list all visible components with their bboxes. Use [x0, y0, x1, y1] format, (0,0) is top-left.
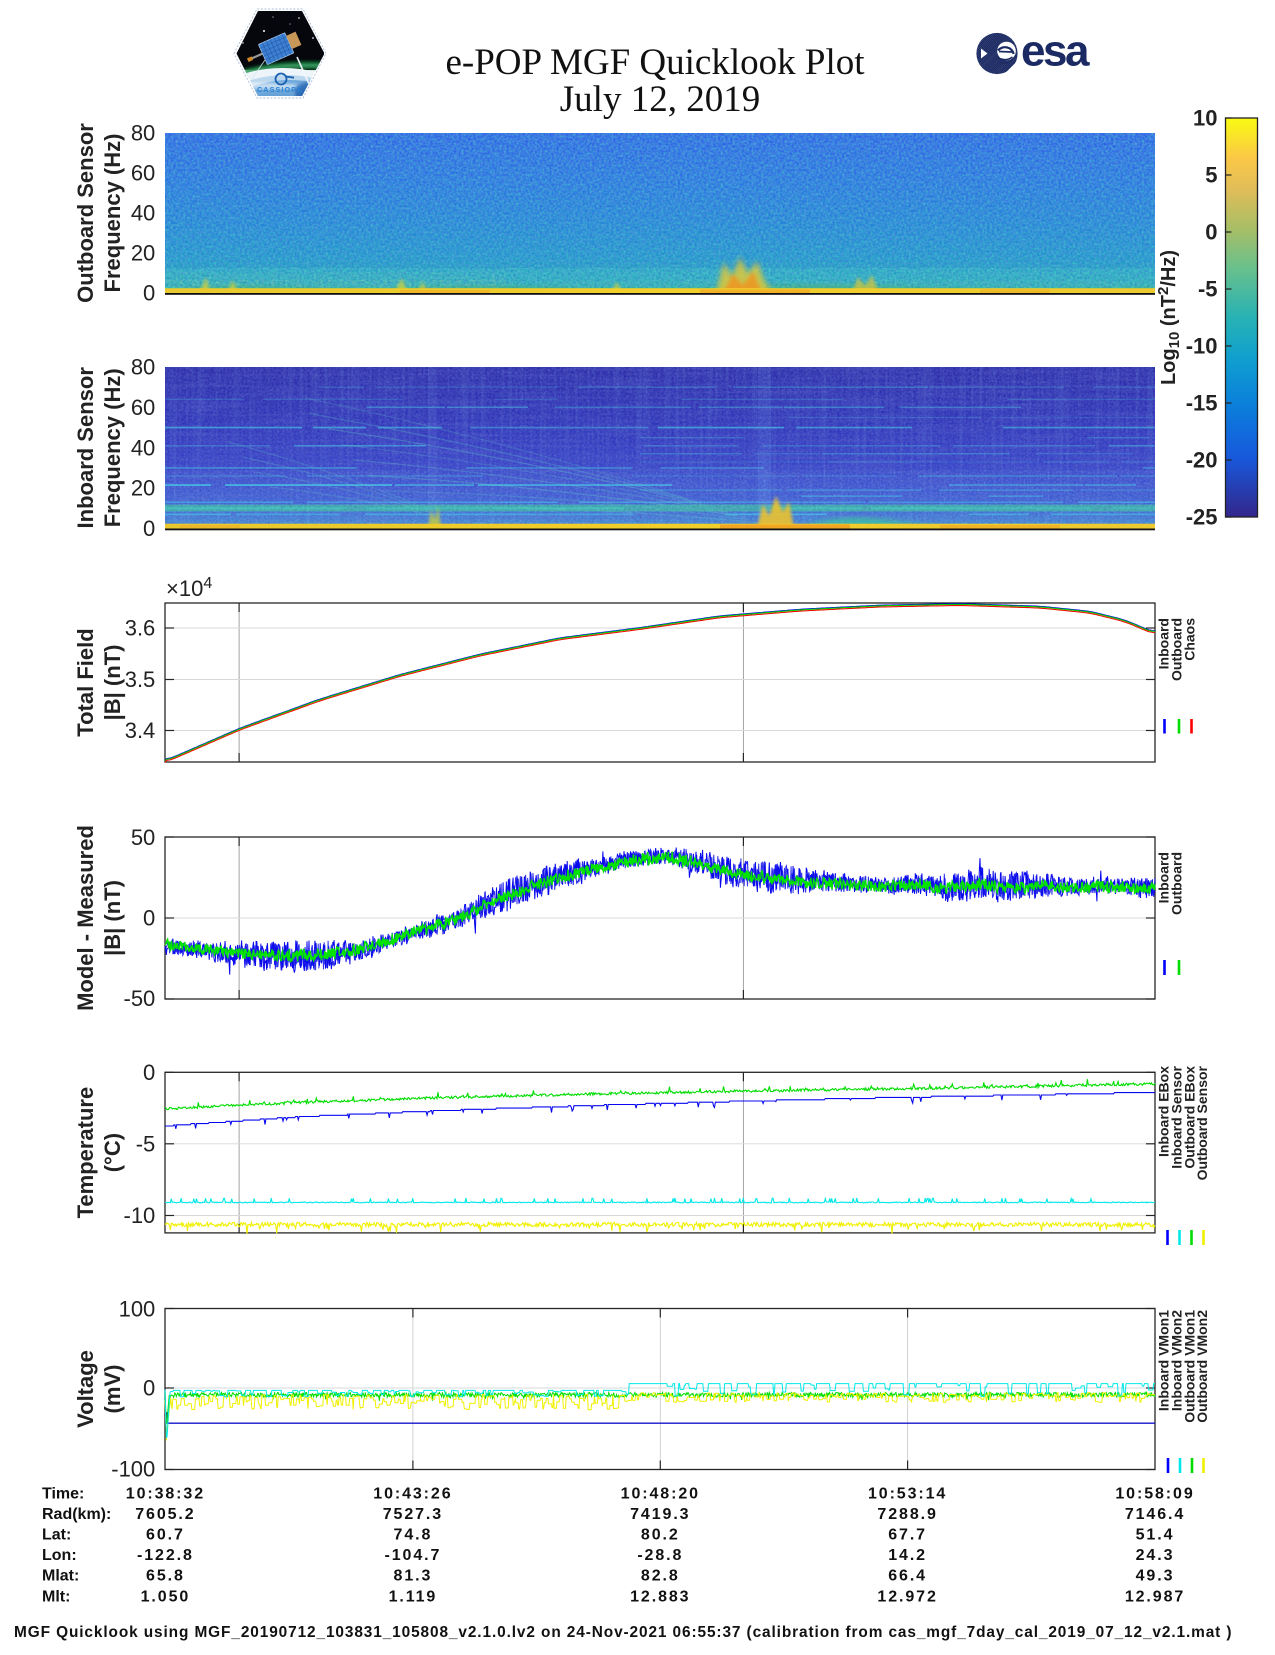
svg-text:-10: -10 — [124, 1203, 156, 1228]
svg-text:Outboard Sensor: Outboard Sensor — [1194, 1065, 1210, 1180]
svg-text:10:43:26: 10:43:26 — [373, 1485, 452, 1502]
svg-text:Frequency (Hz): Frequency (Hz) — [100, 368, 125, 527]
svg-text:3.5: 3.5 — [125, 667, 156, 692]
svg-text:Outboard VMon2: Outboard VMon2 — [1194, 1310, 1210, 1423]
svg-text:12.883: 12.883 — [630, 1588, 690, 1605]
svg-text:5: 5 — [1205, 163, 1217, 188]
svg-text:40: 40 — [131, 201, 155, 226]
svg-text:Inboard Sensor: Inboard Sensor — [1168, 1065, 1184, 1168]
svg-text:7146.4: 7146.4 — [1125, 1506, 1185, 1523]
svg-text:e-POP MGF Quicklook Plot: e-POP MGF Quicklook Plot — [445, 42, 865, 83]
svg-text:-28.8: -28.8 — [637, 1547, 683, 1564]
svg-text:-50: -50 — [124, 986, 156, 1011]
svg-text:10:48:20: 10:48:20 — [621, 1485, 700, 1502]
svg-text:-5: -5 — [1198, 277, 1218, 302]
svg-text:Temperature: Temperature — [73, 1087, 98, 1219]
svg-text:60: 60 — [131, 161, 155, 186]
svg-text:Frequency (Hz): Frequency (Hz) — [100, 134, 125, 293]
svg-text:80: 80 — [131, 121, 155, 146]
svg-text:Inboard VMon2: Inboard VMon2 — [1168, 1310, 1184, 1411]
svg-text:12.987: 12.987 — [1125, 1588, 1185, 1605]
svg-text:Chaos: Chaos — [1181, 618, 1197, 661]
svg-text:Inboard EBox: Inboard EBox — [1156, 1066, 1172, 1157]
svg-text:80: 80 — [131, 355, 155, 380]
svg-text:Outboard: Outboard — [1168, 852, 1184, 915]
svg-text:-122.8: -122.8 — [137, 1547, 194, 1564]
svg-text:Model - Measured: Model - Measured — [73, 825, 98, 1011]
svg-text:3.6: 3.6 — [125, 616, 156, 641]
svg-text:1.050: 1.050 — [141, 1588, 191, 1605]
svg-text:14.2: 14.2 — [888, 1547, 927, 1564]
svg-text:10: 10 — [1193, 106, 1217, 131]
svg-text:20: 20 — [131, 476, 155, 501]
svg-text:Inboard: Inboard — [1156, 618, 1172, 669]
svg-text:Mlat:: Mlat: — [42, 1568, 79, 1585]
svg-text:0: 0 — [143, 906, 155, 931]
svg-text:(mV): (mV) — [100, 1365, 125, 1414]
svg-text:7605.2: 7605.2 — [135, 1506, 195, 1523]
svg-text:-25: -25 — [1186, 505, 1218, 530]
svg-text:Rad(km):: Rad(km): — [42, 1506, 111, 1523]
svg-text:Inboard VMon1: Inboard VMon1 — [1156, 1310, 1172, 1411]
svg-text:0: 0 — [1205, 220, 1217, 245]
svg-text:40: 40 — [131, 435, 155, 460]
svg-text:Outboard EBox: Outboard EBox — [1181, 1066, 1197, 1169]
svg-text:Outboard Sensor: Outboard Sensor — [73, 123, 98, 303]
svg-text:49.3: 49.3 — [1136, 1568, 1175, 1585]
svg-text:Mlt:: Mlt: — [42, 1588, 70, 1605]
svg-text:10:58:09: 10:58:09 — [1115, 1485, 1194, 1502]
svg-text:74.8: 74.8 — [394, 1527, 433, 1544]
svg-text:81.3: 81.3 — [394, 1568, 433, 1585]
svg-text:60.7: 60.7 — [146, 1527, 185, 1544]
svg-text:Lon:: Lon: — [42, 1547, 77, 1564]
svg-text:Time:: Time: — [42, 1485, 84, 1502]
svg-text:65.8: 65.8 — [146, 1568, 185, 1585]
svg-text:-5: -5 — [136, 1131, 156, 1156]
svg-text:-100: -100 — [111, 1457, 155, 1482]
svg-text:0: 0 — [143, 516, 155, 541]
svg-text:12.972: 12.972 — [877, 1588, 937, 1605]
svg-text:20: 20 — [131, 241, 155, 266]
svg-text:0: 0 — [143, 281, 155, 306]
svg-text:80.2: 80.2 — [641, 1527, 680, 1544]
svg-text:Lat:: Lat: — [42, 1527, 71, 1544]
svg-text:7527.3: 7527.3 — [383, 1506, 443, 1523]
svg-text:-20: -20 — [1186, 448, 1218, 473]
svg-text:7419.3: 7419.3 — [630, 1506, 690, 1523]
svg-text:60: 60 — [131, 395, 155, 420]
svg-text:|B| (nT): |B| (nT) — [100, 645, 125, 721]
svg-text:esa: esa — [1021, 27, 1090, 76]
svg-text:82.8: 82.8 — [641, 1568, 680, 1585]
svg-text:CASSIOPE: CASSIOPE — [257, 85, 303, 94]
svg-text:|B| (nT): |B| (nT) — [100, 880, 125, 956]
svg-text:7288.9: 7288.9 — [877, 1506, 937, 1523]
svg-text:0: 0 — [143, 1060, 155, 1085]
svg-text:Inboard: Inboard — [1156, 852, 1172, 903]
svg-text:MGF Quicklook using MGF_201907: MGF Quicklook using MGF_20190712_103831_… — [14, 1624, 1232, 1641]
svg-text:July 12, 2019: July 12, 2019 — [560, 79, 760, 120]
svg-text:Outboard: Outboard — [1168, 618, 1184, 681]
svg-text:10:53:14: 10:53:14 — [868, 1485, 947, 1502]
svg-text:66.4: 66.4 — [888, 1568, 927, 1585]
svg-text:(°C): (°C) — [100, 1133, 125, 1172]
svg-text:1.119: 1.119 — [389, 1588, 438, 1605]
svg-text:Log10 (nT2/Hz): Log10 (nT2/Hz) — [1155, 250, 1183, 385]
svg-text:24.3: 24.3 — [1136, 1547, 1175, 1564]
svg-text:50: 50 — [131, 825, 155, 850]
svg-text:Total Field: Total Field — [73, 628, 98, 736]
svg-text:-104.7: -104.7 — [385, 1547, 442, 1564]
svg-text:Inboard Sensor: Inboard Sensor — [73, 367, 98, 529]
svg-text:Voltage: Voltage — [73, 1350, 98, 1428]
svg-text:51.4: 51.4 — [1136, 1527, 1175, 1544]
svg-text:0: 0 — [143, 1376, 155, 1401]
svg-text:10:38:32: 10:38:32 — [126, 1485, 205, 1502]
svg-text:Outboard VMon1: Outboard VMon1 — [1181, 1310, 1197, 1423]
svg-text:3.4: 3.4 — [125, 718, 156, 743]
svg-text:-15: -15 — [1186, 391, 1218, 416]
svg-text:100: 100 — [119, 1297, 156, 1322]
svg-text:-10: -10 — [1186, 334, 1218, 359]
svg-text:67.7: 67.7 — [888, 1527, 927, 1544]
